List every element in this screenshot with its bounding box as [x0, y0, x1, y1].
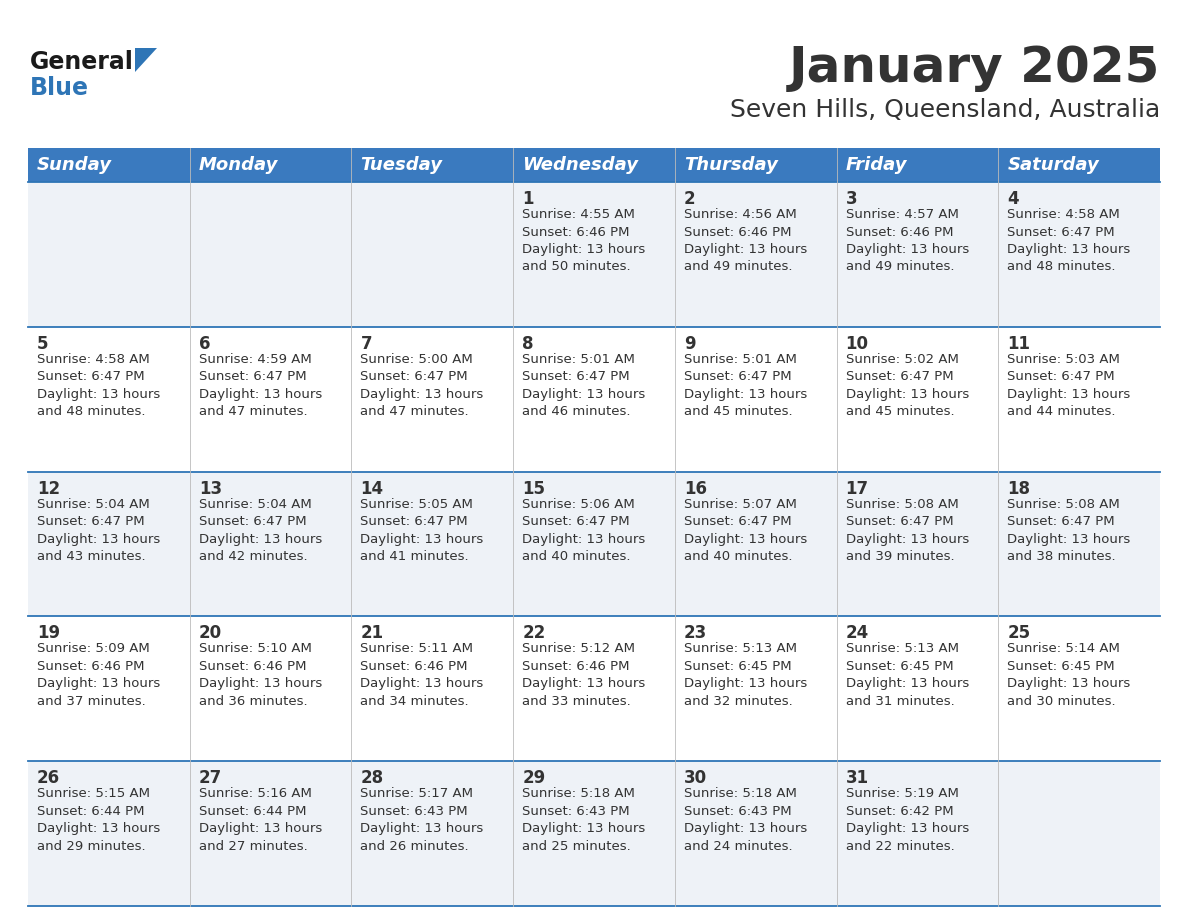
- Text: 17: 17: [846, 479, 868, 498]
- Text: Friday: Friday: [846, 156, 908, 174]
- Text: 13: 13: [198, 479, 222, 498]
- Text: Sunrise: 5:01 AM
Sunset: 6:47 PM
Daylight: 13 hours
and 46 minutes.: Sunrise: 5:01 AM Sunset: 6:47 PM Dayligh…: [523, 353, 645, 419]
- Bar: [29, 327, 1159, 472]
- Text: Monday: Monday: [198, 156, 278, 174]
- Text: 10: 10: [846, 335, 868, 353]
- Text: Sunrise: 5:13 AM
Sunset: 6:45 PM
Daylight: 13 hours
and 32 minutes.: Sunrise: 5:13 AM Sunset: 6:45 PM Dayligh…: [684, 643, 807, 708]
- Text: Sunrise: 5:19 AM
Sunset: 6:42 PM
Daylight: 13 hours
and 22 minutes.: Sunrise: 5:19 AM Sunset: 6:42 PM Dayligh…: [846, 788, 969, 853]
- Text: Sunrise: 4:56 AM
Sunset: 6:46 PM
Daylight: 13 hours
and 49 minutes.: Sunrise: 4:56 AM Sunset: 6:46 PM Dayligh…: [684, 208, 807, 274]
- Text: Sunrise: 5:08 AM
Sunset: 6:47 PM
Daylight: 13 hours
and 38 minutes.: Sunrise: 5:08 AM Sunset: 6:47 PM Dayligh…: [1007, 498, 1131, 563]
- Text: Sunrise: 5:05 AM
Sunset: 6:47 PM
Daylight: 13 hours
and 41 minutes.: Sunrise: 5:05 AM Sunset: 6:47 PM Dayligh…: [360, 498, 484, 563]
- Text: 21: 21: [360, 624, 384, 643]
- Text: Sunrise: 5:18 AM
Sunset: 6:43 PM
Daylight: 13 hours
and 24 minutes.: Sunrise: 5:18 AM Sunset: 6:43 PM Dayligh…: [684, 788, 807, 853]
- Text: Sunrise: 5:16 AM
Sunset: 6:44 PM
Daylight: 13 hours
and 27 minutes.: Sunrise: 5:16 AM Sunset: 6:44 PM Dayligh…: [198, 788, 322, 853]
- Text: 12: 12: [37, 479, 61, 498]
- Text: Sunrise: 5:10 AM
Sunset: 6:46 PM
Daylight: 13 hours
and 36 minutes.: Sunrise: 5:10 AM Sunset: 6:46 PM Dayligh…: [198, 643, 322, 708]
- Text: Sunrise: 5:02 AM
Sunset: 6:47 PM
Daylight: 13 hours
and 45 minutes.: Sunrise: 5:02 AM Sunset: 6:47 PM Dayligh…: [846, 353, 969, 419]
- Bar: [29, 182, 1159, 327]
- Text: Sunrise: 5:04 AM
Sunset: 6:47 PM
Daylight: 13 hours
and 42 minutes.: Sunrise: 5:04 AM Sunset: 6:47 PM Dayligh…: [198, 498, 322, 563]
- Text: 22: 22: [523, 624, 545, 643]
- Text: 24: 24: [846, 624, 868, 643]
- Bar: [29, 472, 1159, 616]
- Text: 19: 19: [37, 624, 61, 643]
- Text: 25: 25: [1007, 624, 1030, 643]
- Text: Sunrise: 5:08 AM
Sunset: 6:47 PM
Daylight: 13 hours
and 39 minutes.: Sunrise: 5:08 AM Sunset: 6:47 PM Dayligh…: [846, 498, 969, 563]
- Text: Sunrise: 4:55 AM
Sunset: 6:46 PM
Daylight: 13 hours
and 50 minutes.: Sunrise: 4:55 AM Sunset: 6:46 PM Dayligh…: [523, 208, 645, 274]
- Text: General: General: [30, 50, 134, 74]
- Text: 20: 20: [198, 624, 222, 643]
- Text: Sunrise: 5:14 AM
Sunset: 6:45 PM
Daylight: 13 hours
and 30 minutes.: Sunrise: 5:14 AM Sunset: 6:45 PM Dayligh…: [1007, 643, 1131, 708]
- Text: 5: 5: [37, 335, 49, 353]
- Bar: [836, 148, 998, 182]
- Text: 7: 7: [360, 335, 372, 353]
- Text: 1: 1: [523, 190, 533, 208]
- Text: 26: 26: [37, 769, 61, 788]
- Text: Sunrise: 5:00 AM
Sunset: 6:47 PM
Daylight: 13 hours
and 47 minutes.: Sunrise: 5:00 AM Sunset: 6:47 PM Dayligh…: [360, 353, 484, 419]
- Text: Sunrise: 5:06 AM
Sunset: 6:47 PM
Daylight: 13 hours
and 40 minutes.: Sunrise: 5:06 AM Sunset: 6:47 PM Dayligh…: [523, 498, 645, 563]
- Bar: [29, 761, 1159, 906]
- Text: 27: 27: [198, 769, 222, 788]
- Text: 14: 14: [360, 479, 384, 498]
- Text: 8: 8: [523, 335, 533, 353]
- Text: Saturday: Saturday: [1007, 156, 1099, 174]
- Text: Sunrise: 5:17 AM
Sunset: 6:43 PM
Daylight: 13 hours
and 26 minutes.: Sunrise: 5:17 AM Sunset: 6:43 PM Dayligh…: [360, 788, 484, 853]
- Text: 4: 4: [1007, 190, 1019, 208]
- Text: Sunrise: 4:57 AM
Sunset: 6:46 PM
Daylight: 13 hours
and 49 minutes.: Sunrise: 4:57 AM Sunset: 6:46 PM Dayligh…: [846, 208, 969, 274]
- Text: 31: 31: [846, 769, 868, 788]
- Bar: [29, 616, 1159, 761]
- Text: January 2025: January 2025: [789, 44, 1159, 92]
- Polygon shape: [135, 48, 157, 72]
- Text: 16: 16: [684, 479, 707, 498]
- Text: Sunrise: 5:15 AM
Sunset: 6:44 PM
Daylight: 13 hours
and 29 minutes.: Sunrise: 5:15 AM Sunset: 6:44 PM Dayligh…: [37, 788, 160, 853]
- Text: 2: 2: [684, 190, 695, 208]
- Text: 3: 3: [846, 190, 858, 208]
- Text: Thursday: Thursday: [684, 156, 778, 174]
- Text: 15: 15: [523, 479, 545, 498]
- Text: 9: 9: [684, 335, 695, 353]
- Text: Sunrise: 5:12 AM
Sunset: 6:46 PM
Daylight: 13 hours
and 33 minutes.: Sunrise: 5:12 AM Sunset: 6:46 PM Dayligh…: [523, 643, 645, 708]
- Text: Tuesday: Tuesday: [360, 156, 442, 174]
- Text: Sunrise: 5:07 AM
Sunset: 6:47 PM
Daylight: 13 hours
and 40 minutes.: Sunrise: 5:07 AM Sunset: 6:47 PM Dayligh…: [684, 498, 807, 563]
- Text: 29: 29: [523, 769, 545, 788]
- Text: Sunrise: 5:18 AM
Sunset: 6:43 PM
Daylight: 13 hours
and 25 minutes.: Sunrise: 5:18 AM Sunset: 6:43 PM Dayligh…: [523, 788, 645, 853]
- Text: Sunrise: 5:01 AM
Sunset: 6:47 PM
Daylight: 13 hours
and 45 minutes.: Sunrise: 5:01 AM Sunset: 6:47 PM Dayligh…: [684, 353, 807, 419]
- Bar: [998, 148, 1159, 182]
- Text: Sunrise: 5:09 AM
Sunset: 6:46 PM
Daylight: 13 hours
and 37 minutes.: Sunrise: 5:09 AM Sunset: 6:46 PM Dayligh…: [37, 643, 160, 708]
- Bar: [352, 148, 513, 182]
- Text: Sunrise: 4:59 AM
Sunset: 6:47 PM
Daylight: 13 hours
and 47 minutes.: Sunrise: 4:59 AM Sunset: 6:47 PM Dayligh…: [198, 353, 322, 419]
- Text: Sunrise: 4:58 AM
Sunset: 6:47 PM
Daylight: 13 hours
and 48 minutes.: Sunrise: 4:58 AM Sunset: 6:47 PM Dayligh…: [37, 353, 160, 419]
- Text: Blue: Blue: [30, 76, 89, 100]
- Text: 18: 18: [1007, 479, 1030, 498]
- Text: Sunrise: 5:04 AM
Sunset: 6:47 PM
Daylight: 13 hours
and 43 minutes.: Sunrise: 5:04 AM Sunset: 6:47 PM Dayligh…: [37, 498, 160, 563]
- Text: Sunrise: 4:58 AM
Sunset: 6:47 PM
Daylight: 13 hours
and 48 minutes.: Sunrise: 4:58 AM Sunset: 6:47 PM Dayligh…: [1007, 208, 1131, 274]
- Bar: [190, 148, 352, 182]
- Bar: [675, 148, 836, 182]
- Text: Sunday: Sunday: [37, 156, 112, 174]
- Text: Sunrise: 5:13 AM
Sunset: 6:45 PM
Daylight: 13 hours
and 31 minutes.: Sunrise: 5:13 AM Sunset: 6:45 PM Dayligh…: [846, 643, 969, 708]
- Text: 23: 23: [684, 624, 707, 643]
- Text: 6: 6: [198, 335, 210, 353]
- Text: 28: 28: [360, 769, 384, 788]
- Text: Seven Hills, Queensland, Australia: Seven Hills, Queensland, Australia: [729, 98, 1159, 122]
- Text: 11: 11: [1007, 335, 1030, 353]
- Bar: [513, 148, 675, 182]
- Text: Sunrise: 5:11 AM
Sunset: 6:46 PM
Daylight: 13 hours
and 34 minutes.: Sunrise: 5:11 AM Sunset: 6:46 PM Dayligh…: [360, 643, 484, 708]
- Bar: [29, 148, 190, 182]
- Text: Sunrise: 5:03 AM
Sunset: 6:47 PM
Daylight: 13 hours
and 44 minutes.: Sunrise: 5:03 AM Sunset: 6:47 PM Dayligh…: [1007, 353, 1131, 419]
- Text: Wednesday: Wednesday: [523, 156, 638, 174]
- Text: 30: 30: [684, 769, 707, 788]
